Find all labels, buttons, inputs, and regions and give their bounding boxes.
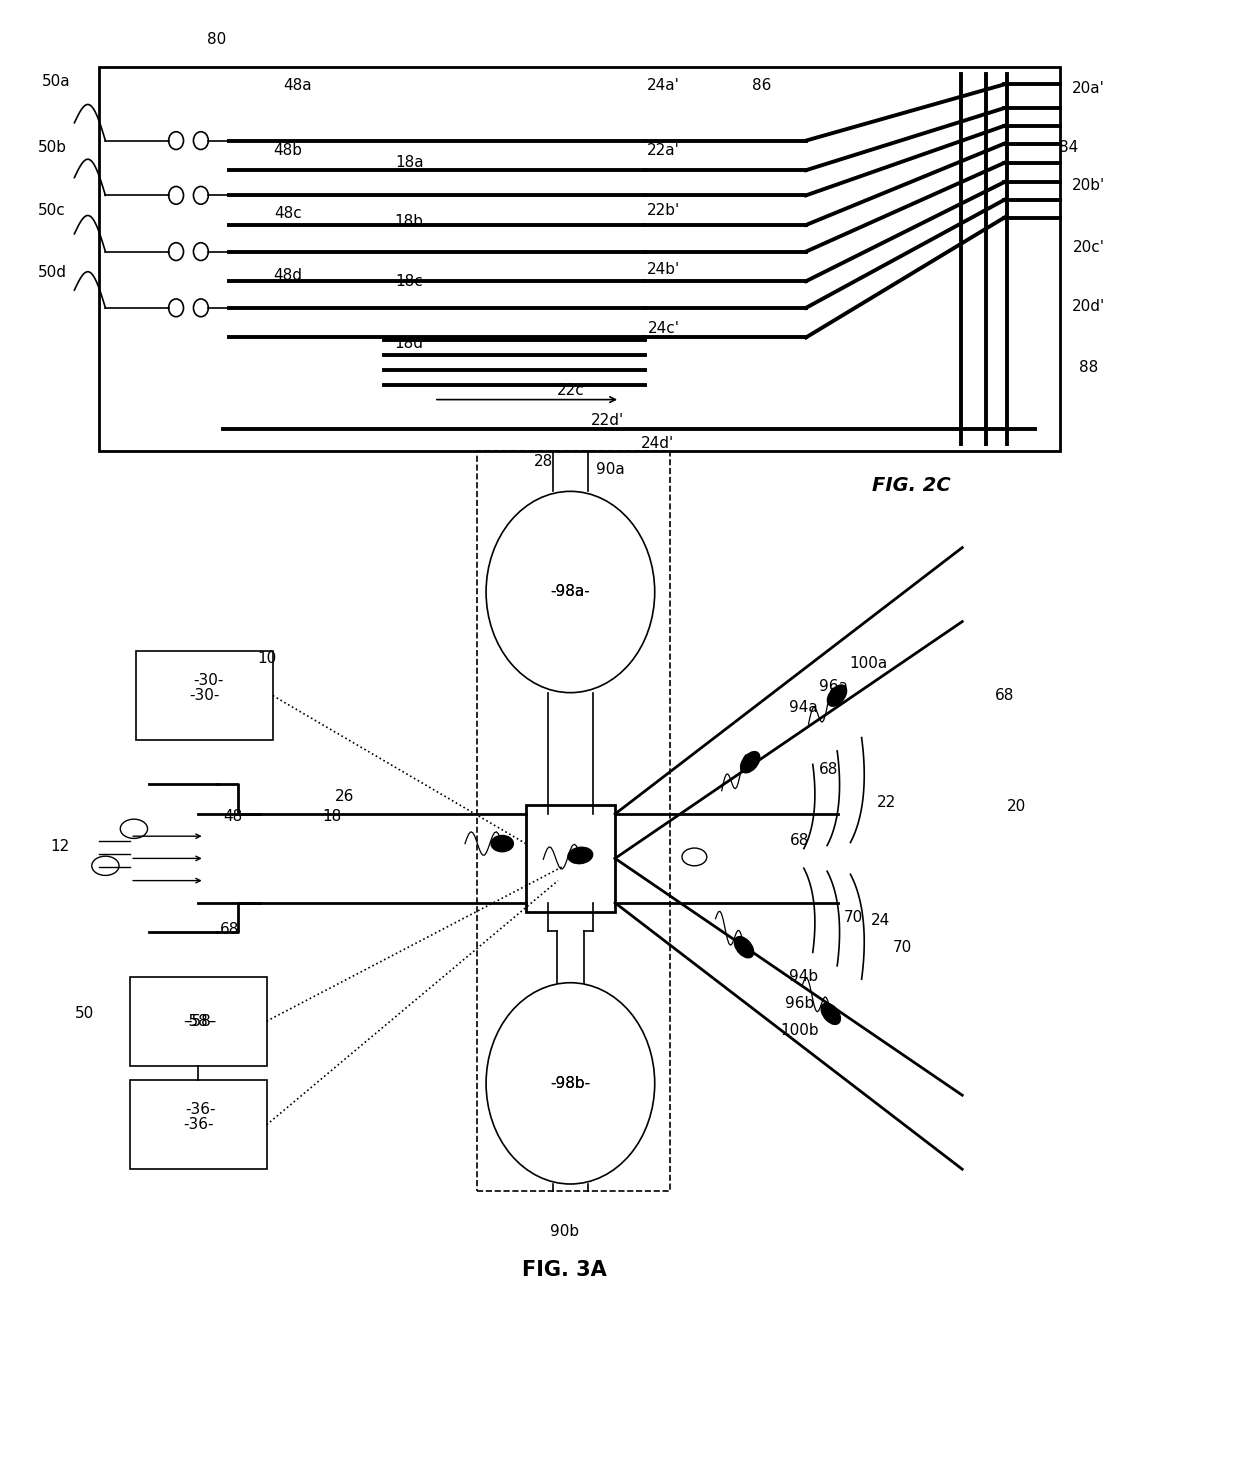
Text: 50b: 50b — [37, 141, 67, 155]
Ellipse shape — [491, 835, 513, 851]
Text: 22d': 22d' — [591, 413, 624, 428]
Text: 18d: 18d — [394, 336, 424, 351]
Text: 18: 18 — [322, 810, 342, 824]
Bar — [477, 451, 670, 1191]
Ellipse shape — [821, 1003, 841, 1024]
Text: 18a: 18a — [394, 155, 424, 170]
Text: 28: 28 — [533, 454, 553, 469]
Bar — [136, 651, 273, 740]
Text: 70: 70 — [843, 910, 863, 925]
Text: 88: 88 — [1079, 360, 1099, 374]
Ellipse shape — [734, 937, 754, 958]
Text: 22c': 22c' — [557, 383, 589, 398]
Text: 50: 50 — [74, 1006, 94, 1021]
Text: 94b: 94b — [789, 969, 818, 984]
Text: 68: 68 — [818, 762, 838, 777]
Text: 48a: 48a — [283, 78, 312, 93]
Ellipse shape — [568, 847, 593, 864]
Text: 26: 26 — [335, 789, 355, 804]
Text: 86: 86 — [751, 78, 771, 93]
Text: 80: 80 — [207, 33, 227, 47]
Ellipse shape — [740, 752, 760, 773]
Ellipse shape — [827, 685, 847, 706]
Text: 94a: 94a — [789, 700, 818, 715]
Text: -58-: -58- — [186, 1014, 216, 1029]
Text: 18c: 18c — [396, 274, 423, 289]
Text: -98a-: -98a- — [551, 585, 590, 599]
Text: FIG. 2C: FIG. 2C — [872, 477, 951, 494]
Text: 68: 68 — [219, 922, 239, 937]
Text: 24: 24 — [870, 913, 890, 928]
Bar — [526, 805, 615, 912]
Text: 18b: 18b — [394, 215, 424, 229]
Text: -98b-: -98b- — [551, 1076, 590, 1091]
Text: -98a-: -98a- — [551, 585, 590, 599]
Text: -58-: -58- — [184, 1014, 213, 1029]
Text: 22a': 22a' — [647, 144, 680, 158]
Text: 50a: 50a — [41, 74, 71, 89]
Bar — [130, 977, 267, 1066]
Text: 90b: 90b — [549, 1224, 579, 1239]
Text: 24a': 24a' — [647, 78, 680, 93]
Text: -30-: -30- — [190, 688, 219, 703]
Text: 24b': 24b' — [647, 262, 680, 277]
Text: 68: 68 — [994, 688, 1014, 703]
Text: -36-: -36- — [184, 1117, 213, 1132]
Text: 24c': 24c' — [647, 321, 680, 336]
Text: 48d: 48d — [273, 268, 303, 283]
Text: 70: 70 — [893, 940, 913, 955]
Text: 50c: 50c — [38, 203, 66, 218]
Text: 50d: 50d — [37, 265, 67, 280]
Text: 10: 10 — [257, 651, 277, 666]
Text: 20b': 20b' — [1073, 178, 1105, 192]
Text: 22: 22 — [877, 795, 897, 810]
Text: 100b: 100b — [780, 1023, 820, 1037]
Bar — [130, 1080, 267, 1169]
Text: 68: 68 — [790, 833, 810, 848]
Text: 20: 20 — [1007, 799, 1027, 814]
Text: 90a: 90a — [595, 462, 625, 477]
Text: 24d': 24d' — [641, 437, 673, 451]
Text: -36-: -36- — [186, 1103, 216, 1117]
Text: 96b: 96b — [785, 996, 815, 1011]
Text: 20a': 20a' — [1073, 81, 1105, 96]
Bar — [99, 67, 1060, 451]
Text: 48c: 48c — [274, 206, 301, 221]
Text: 100a: 100a — [849, 656, 887, 670]
Text: 96a: 96a — [818, 679, 848, 694]
Text: FIG. 3A: FIG. 3A — [522, 1259, 606, 1280]
Text: 20c': 20c' — [1073, 240, 1105, 255]
Text: 48: 48 — [223, 810, 243, 824]
Text: 20d': 20d' — [1073, 299, 1105, 314]
Text: 48b: 48b — [273, 144, 303, 158]
Text: 12: 12 — [50, 839, 69, 854]
Text: 84: 84 — [1059, 141, 1079, 155]
Text: -30-: -30- — [193, 673, 223, 688]
Text: 22b': 22b' — [647, 203, 680, 218]
Text: -98b-: -98b- — [551, 1076, 590, 1091]
